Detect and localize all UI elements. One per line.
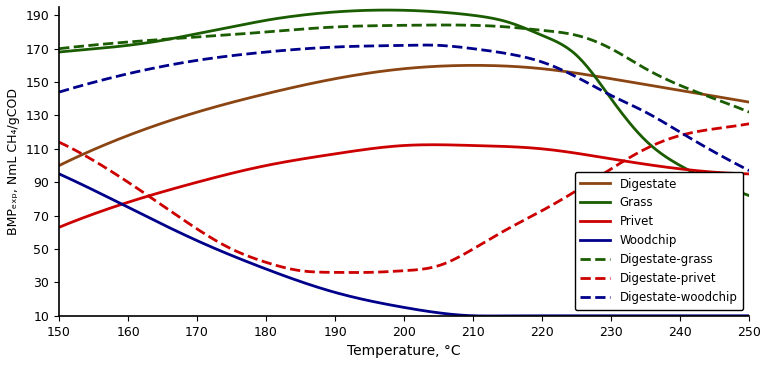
Digestate: [470, 63, 479, 68]
Digestate: [55, 164, 64, 168]
Privet: [57, 224, 66, 228]
Digestate-privet: [744, 122, 753, 126]
Woodchip: [682, 314, 691, 318]
Digestate-privet: [468, 247, 477, 252]
Grass: [382, 8, 392, 12]
Woodchip: [55, 172, 64, 176]
Digestate-grass: [744, 110, 753, 114]
Privet: [638, 162, 647, 166]
Woodchip: [465, 314, 475, 318]
Digestate-woodchip: [465, 46, 475, 50]
Line: Digestate-grass: Digestate-grass: [59, 25, 749, 112]
Line: Woodchip: Woodchip: [59, 174, 749, 316]
Line: Grass: Grass: [59, 10, 749, 196]
Woodchip: [57, 173, 66, 177]
Digestate: [682, 89, 691, 94]
Privet: [429, 143, 438, 147]
Digestate-woodchip: [479, 48, 488, 52]
Woodchip: [463, 313, 472, 318]
Grass: [55, 50, 64, 54]
Grass: [57, 50, 66, 54]
Legend: Digestate, Grass, Privet, Woodchip, Digestate-grass, Digestate-privet, Digestate: Digestate, Grass, Privet, Woodchip, Dige…: [574, 172, 743, 310]
Grass: [682, 167, 691, 171]
Digestate-woodchip: [57, 89, 66, 93]
Digestate: [479, 63, 488, 68]
Privet: [468, 143, 477, 148]
Line: Digestate: Digestate: [59, 65, 749, 166]
Grass: [468, 13, 477, 18]
Woodchip: [744, 314, 753, 318]
Digestate: [57, 162, 66, 166]
Privet: [55, 225, 64, 230]
Digestate: [465, 63, 475, 68]
Digestate-grass: [55, 46, 64, 51]
Y-axis label: BMPₑₓₚ, NmL CH₄/gCOD: BMPₑₓₚ, NmL CH₄/gCOD: [7, 88, 20, 235]
Digestate-privet: [479, 241, 488, 245]
Privet: [465, 143, 475, 147]
Woodchip: [477, 314, 486, 318]
Digestate-privet: [353, 270, 362, 275]
Woodchip: [638, 314, 647, 318]
Digestate-grass: [465, 23, 475, 27]
Digestate: [638, 82, 647, 86]
Line: Digestate-woodchip: Digestate-woodchip: [59, 45, 749, 170]
Privet: [479, 143, 488, 148]
Digestate-privet: [57, 141, 66, 145]
Privet: [744, 172, 753, 176]
Woodchip: [482, 314, 491, 318]
Grass: [465, 13, 475, 17]
Grass: [479, 15, 488, 19]
Digestate-grass: [682, 86, 691, 91]
Grass: [638, 136, 647, 140]
Grass: [744, 193, 753, 198]
Digestate-grass: [638, 65, 647, 69]
Digestate-woodchip: [638, 108, 647, 113]
Digestate-privet: [55, 140, 64, 144]
Digestate-grass: [440, 23, 449, 27]
Line: Digestate-privet: Digestate-privet: [59, 124, 749, 273]
Digestate-grass: [57, 46, 66, 51]
Digestate-woodchip: [468, 46, 477, 51]
Digestate: [463, 63, 472, 68]
Digestate-grass: [479, 23, 488, 28]
Digestate-woodchip: [55, 90, 64, 94]
Digestate-privet: [682, 132, 691, 136]
Digestate-woodchip: [744, 168, 753, 173]
Digestate-woodchip: [419, 43, 429, 47]
Digestate-privet: [638, 148, 647, 152]
Digestate-privet: [465, 249, 475, 253]
X-axis label: Temperature, °C: Temperature, °C: [347, 344, 461, 358]
Digestate: [744, 100, 753, 104]
Digestate-grass: [468, 23, 477, 27]
Line: Privet: Privet: [59, 145, 749, 227]
Privet: [682, 168, 691, 172]
Digestate-woodchip: [682, 134, 691, 138]
